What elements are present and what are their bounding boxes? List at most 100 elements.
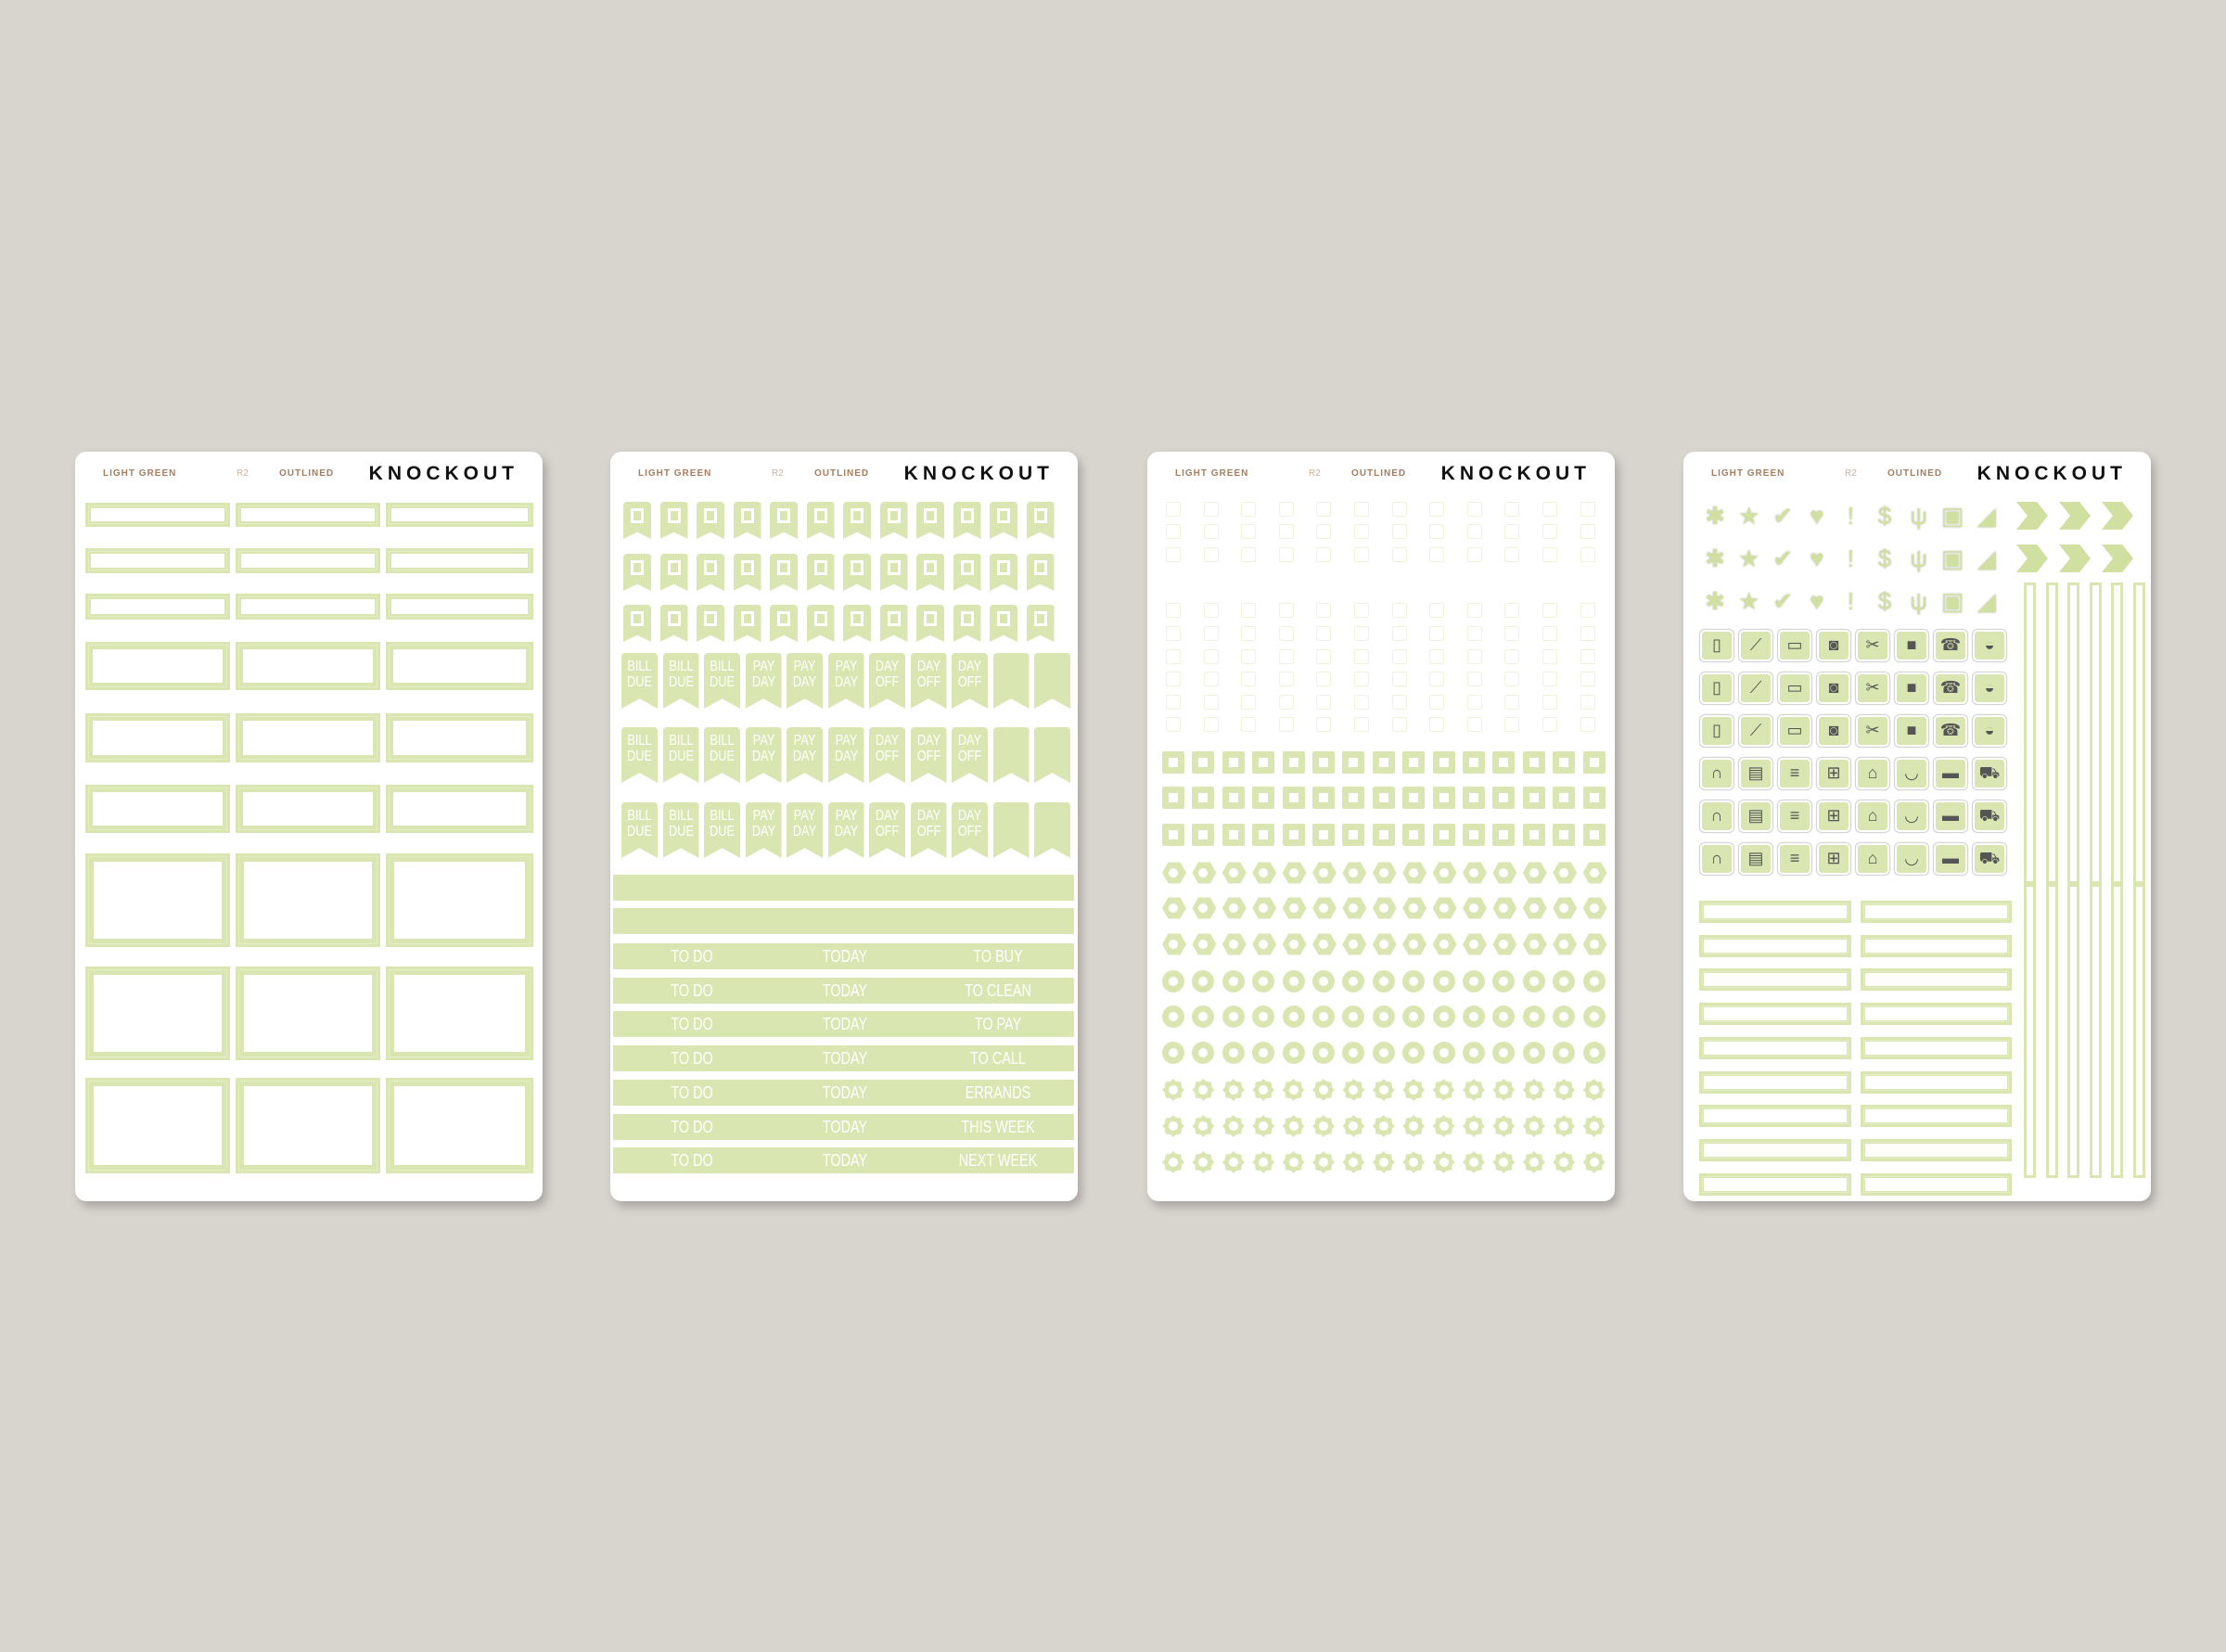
square-sticker [1252,751,1275,774]
flag-inner [743,614,751,623]
heart-icon: ♥ [1810,587,1824,615]
label-flag: BILL DUE [662,727,699,783]
checkbox-outline [1203,524,1219,539]
flag-line-1: PAY [793,733,816,749]
shape-center [1228,1048,1238,1057]
shape-center [1589,793,1599,802]
shape-center [1349,758,1359,767]
bar-label: TODAY [822,980,868,1000]
square-sticker [1463,787,1485,809]
shape-center [1378,1012,1388,1021]
shape-center [1409,903,1419,913]
flower-sticker [1372,1115,1395,1137]
checkbox-outline [1241,524,1257,539]
shape-center [1529,1085,1539,1095]
bookmark-flag [879,502,908,539]
flag-line-1: DAY [957,808,982,824]
square-sticker [1553,824,1576,846]
shape-center [1499,940,1509,949]
bookmark-flag [806,605,835,642]
flag-line-2: OFF [957,749,982,764]
heart-icon: ♥ [1810,544,1824,572]
check-icon: ✔ [1772,587,1794,615]
square-sticker [1432,787,1455,809]
checkbox-outline [1504,695,1520,710]
shape-center [1349,1085,1359,1095]
circle-sticker [1342,1042,1365,1064]
shape-center [1469,1158,1478,1167]
shape-center [1198,868,1209,877]
bookmark-flag [623,502,651,539]
dollar-icon: $ [1877,502,1892,530]
video-call-icon: ■ [1895,630,1928,661]
vertical-strip [2089,583,2102,884]
checkbox-outline [1354,695,1369,710]
checkbox-outline [1241,502,1257,517]
house-icon: ⌂ [1856,843,1889,875]
label-box [1861,968,2012,992]
shape-center [1169,1048,1178,1057]
shape-center [1259,977,1269,986]
flag-inner [853,614,861,623]
flower-sticker [1582,1115,1606,1137]
checkbox-outline [1391,649,1407,664]
shape-center [1469,793,1478,802]
shape-center [1169,793,1178,802]
box-sticker [85,713,230,762]
bookmark-flag [697,605,724,642]
label-flag: PAY DAY [745,653,782,709]
checkbox-outline [1429,649,1445,664]
flag-inner [927,614,934,623]
todo-bar: TO DO TODAY TO PAY [613,1011,1074,1038]
bar-label: TO DO [671,1015,713,1034]
shape-center [1259,1012,1269,1021]
shape-center [1228,1085,1238,1095]
flag-inner [963,511,971,520]
box-sticker [386,713,533,762]
label-box [1699,1138,1851,1161]
checkbox-outline [1203,502,1219,517]
sticker-sheet-icons: LIGHT GREEN R2 OUTLINED KNOCKOUT ✱ ★ ✔ ♥! $ ψ ▣ ◢ ✱ ★… [1683,452,2151,1201]
flag-line-2: DUE [626,674,653,690]
label-flag [992,727,1030,783]
stethoscope-icon: ∩ [1700,800,1733,832]
shape-center [1259,1085,1269,1095]
checkbox-outline [1316,649,1332,664]
checkbox-outline [1466,695,1482,710]
shape-center [1589,977,1599,986]
vacuum-icon: ⟋ [1739,715,1772,747]
heart-icon: ♥ [1810,502,1824,530]
bar-label: ERRANDS [965,1082,1031,1102]
house-icon: ⌂ [1856,758,1889,789]
label-flag: DAY OFF [869,653,905,709]
bar-label: TO CALL [970,1049,1026,1069]
blank-bar [613,875,1074,901]
shape-center [1409,1012,1419,1021]
checkbox-outline [1504,547,1520,562]
hexagon-sticker [1492,897,1517,919]
shape-center [1529,793,1539,802]
box-sticker [386,1078,533,1173]
flag-inner [1000,511,1007,520]
circle-sticker [1492,1042,1516,1064]
square-sticker [1222,787,1245,809]
checkbox-outline [1466,717,1482,732]
flower-sticker [1582,1079,1606,1101]
trash-bin-icon: ▯ [1700,672,1733,704]
square-sticker [1342,751,1365,774]
shape-center [1589,1158,1599,1167]
checkbox-outline [1241,649,1257,664]
shape-center [1288,758,1298,767]
box-sticker [236,642,380,690]
hexagon-sticker [1312,933,1337,955]
square-sticker [1282,751,1305,774]
shape-center [1169,868,1178,877]
flower-sticker [1282,1079,1305,1101]
hexagon-sticker [1192,897,1217,919]
label-flag: DAY OFF [910,653,947,709]
shape-center [1439,1158,1449,1167]
flag-line-1: PAY [752,659,774,674]
shape-center [1319,1121,1328,1131]
shape-center [1529,977,1539,986]
shape-center [1409,940,1419,949]
